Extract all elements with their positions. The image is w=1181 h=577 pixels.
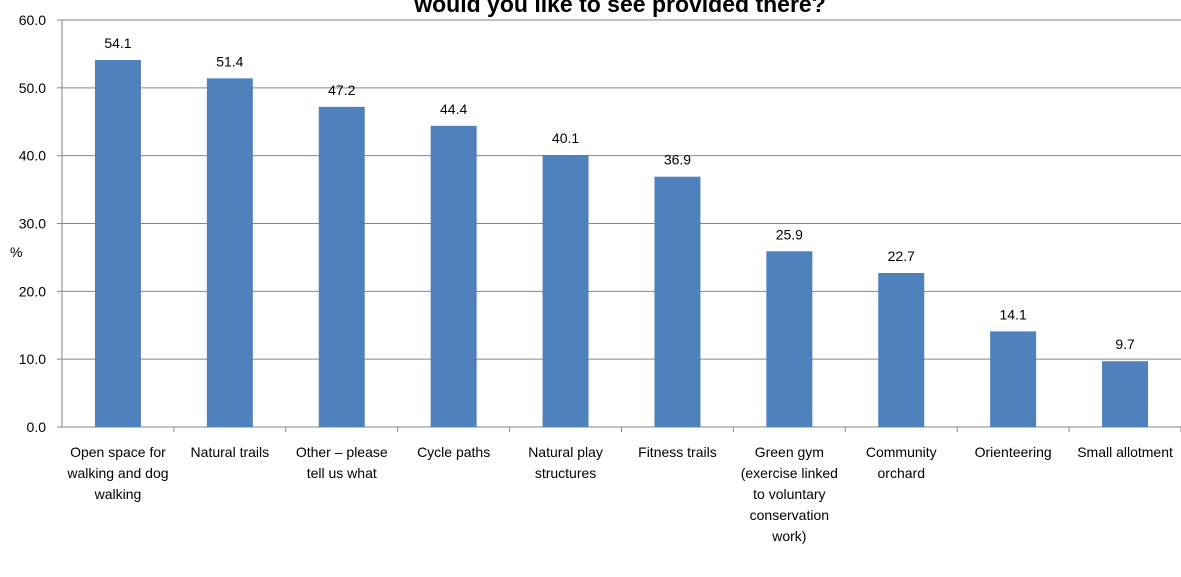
- data-label: 47.2: [328, 82, 355, 98]
- bar: [542, 154, 589, 427]
- data-label: 40.1: [552, 130, 579, 146]
- bar: [654, 176, 701, 427]
- data-label: 9.7: [1115, 336, 1135, 352]
- data-label: 44.4: [440, 101, 467, 117]
- data-label: 22.7: [888, 248, 915, 264]
- data-label: 51.4: [216, 53, 243, 69]
- x-tick-label: Cycle paths: [417, 444, 491, 460]
- bar: [990, 331, 1037, 427]
- data-label: 54.1: [104, 35, 131, 51]
- x-tick-label: Community orchard: [865, 444, 937, 481]
- y-tick-label: 50.0: [19, 80, 46, 96]
- chart-title: would you like to see provided there?: [413, 0, 826, 17]
- y-tick-label: 60.0: [19, 12, 46, 28]
- bar: [1102, 361, 1149, 427]
- y-tick-label: 10.0: [19, 351, 46, 367]
- x-tick-label: Open space for walking and dog walking: [67, 444, 169, 502]
- x-tick-label: Fitness trails: [638, 444, 717, 460]
- x-tick-label: Orienteering: [974, 444, 1052, 460]
- bar: [206, 78, 253, 427]
- y-tick-label: 0.0: [27, 419, 47, 435]
- data-label: 36.9: [664, 152, 691, 168]
- y-tick-label: 20.0: [19, 283, 46, 299]
- x-tick-label: Other – please tell us what: [295, 444, 388, 481]
- bar: [766, 251, 813, 427]
- y-tick-label: 30.0: [19, 216, 46, 232]
- bar: [94, 60, 141, 427]
- x-tick-label: Natural trails: [190, 444, 270, 460]
- x-tick-label: Small allotment: [1077, 444, 1173, 460]
- x-tick-label: Green gym (exercise linked to voluntary …: [740, 444, 838, 544]
- bar: [430, 125, 477, 427]
- y-tick-label: 40.0: [19, 148, 46, 164]
- bar: [318, 106, 365, 428]
- y-axis-label: %: [10, 244, 22, 260]
- x-tick-label: Natural play structures: [528, 444, 603, 481]
- bar: [878, 273, 925, 427]
- data-label: 14.1: [1000, 306, 1027, 322]
- data-label: 25.9: [776, 226, 803, 242]
